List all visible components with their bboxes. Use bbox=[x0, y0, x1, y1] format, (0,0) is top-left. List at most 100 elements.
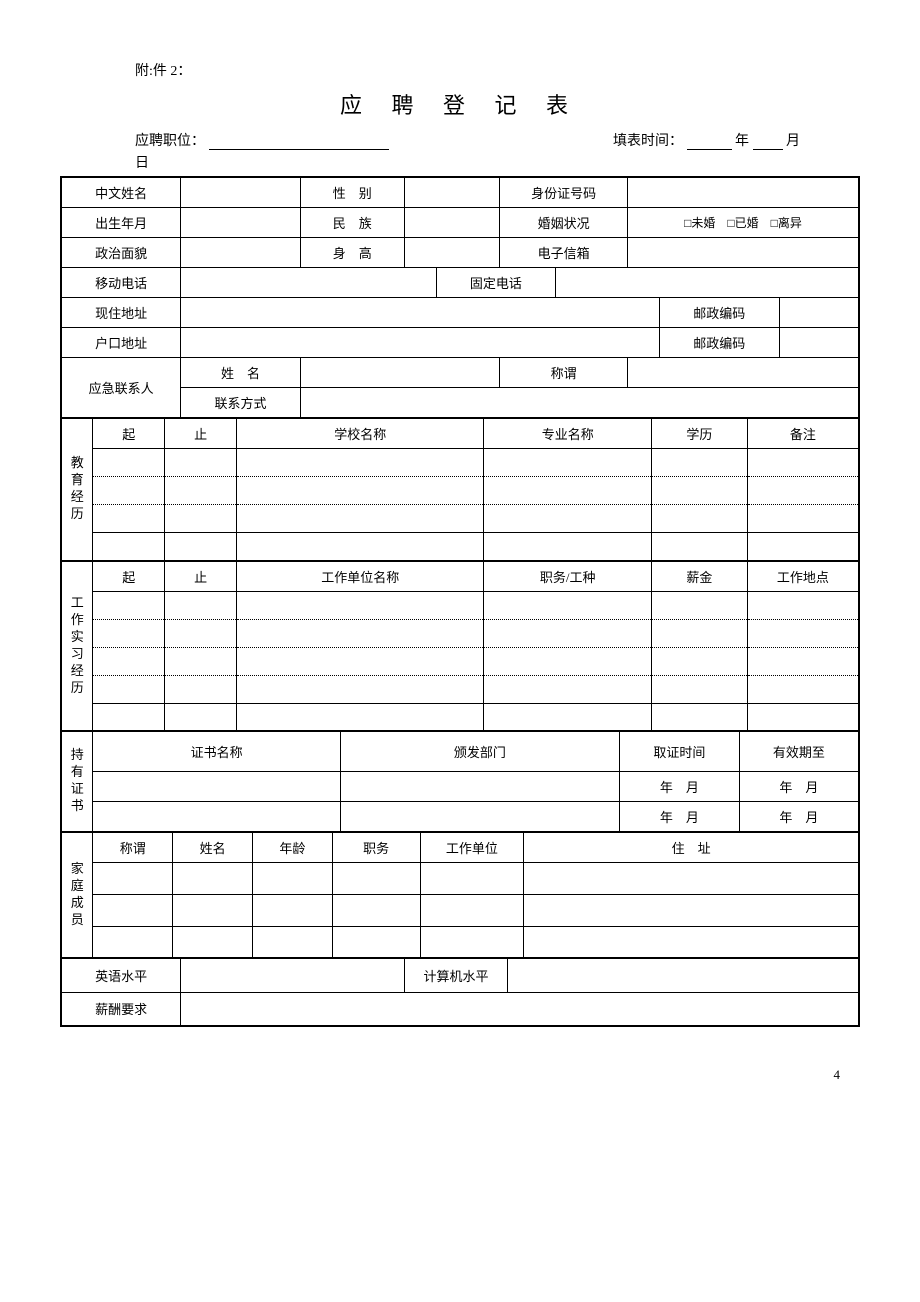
fam-employer: 工作单位 bbox=[420, 832, 524, 863]
form-title: 应 聘 登 记 表 bbox=[60, 88, 860, 120]
edu-remark: 备注 bbox=[747, 418, 859, 449]
cert-section: 持有证书 bbox=[61, 731, 93, 832]
input-fixed-phone[interactable] bbox=[556, 268, 859, 298]
cert-name: 证书名称 bbox=[93, 731, 340, 771]
work-row[interactable] bbox=[93, 647, 165, 675]
work-row[interactable] bbox=[93, 619, 165, 647]
label-em-contact: 联系方式 bbox=[181, 388, 301, 419]
label-ethnicity: 民 族 bbox=[300, 208, 404, 238]
page-number: 4 bbox=[60, 1067, 840, 1083]
input-email[interactable] bbox=[628, 238, 860, 268]
label-emergency: 应急联系人 bbox=[61, 358, 181, 419]
input-salary-req[interactable] bbox=[181, 992, 859, 1026]
edu-section: 教育经历 bbox=[61, 418, 93, 561]
cert-ym: 年 月 bbox=[620, 801, 740, 832]
input-postal2[interactable] bbox=[779, 328, 859, 358]
label-em-title: 称谓 bbox=[500, 358, 628, 388]
basic-info-table: 中文姓名 性 别 身份证号码 出生年月 民 族 婚姻状况 □未婚 □已婚 □离异… bbox=[60, 176, 860, 419]
cert-obtain: 取证时间 bbox=[620, 731, 740, 771]
edu-major: 专业名称 bbox=[484, 418, 652, 449]
work-position: 职务/工种 bbox=[484, 561, 652, 592]
input-em-contact[interactable] bbox=[300, 388, 859, 419]
label-height: 身 高 bbox=[300, 238, 404, 268]
label-id: 身份证号码 bbox=[500, 177, 628, 208]
work-row[interactable] bbox=[93, 675, 165, 703]
fam-row[interactable] bbox=[93, 862, 173, 894]
label-marital: 婚姻状况 bbox=[500, 208, 628, 238]
cert-valid: 有效期至 bbox=[739, 731, 859, 771]
input-current-addr[interactable] bbox=[181, 298, 660, 328]
cert-table: 持有证书 证书名称 颁发部门 取证时间 有效期至 年 月 年 月 年 月 年 月 bbox=[60, 730, 860, 833]
cert-ym: 年 月 bbox=[739, 801, 859, 832]
label-email: 电子信箱 bbox=[500, 238, 628, 268]
edu-degree: 学历 bbox=[651, 418, 747, 449]
work-row[interactable] bbox=[93, 703, 165, 731]
marital-options[interactable]: □未婚 □已婚 □离异 bbox=[628, 208, 860, 238]
year-input[interactable] bbox=[687, 134, 732, 150]
input-english[interactable] bbox=[181, 958, 404, 992]
family-table: 家庭成员 称谓 姓名 年龄 职务 工作单位 住 址 bbox=[60, 831, 860, 960]
fam-name: 姓名 bbox=[173, 832, 253, 863]
input-height[interactable] bbox=[404, 238, 500, 268]
edu-row[interactable] bbox=[93, 505, 165, 533]
meta-row: 应聘职位： 填表时间： 年 月 bbox=[135, 130, 860, 150]
label-birth: 出生年月 bbox=[61, 208, 181, 238]
label-current-addr: 现住地址 bbox=[61, 298, 181, 328]
cert-ym: 年 月 bbox=[620, 771, 740, 801]
label-em-name: 姓 名 bbox=[181, 358, 301, 388]
label-name-cn: 中文姓名 bbox=[61, 177, 181, 208]
work-end: 止 bbox=[165, 561, 237, 592]
input-mobile[interactable] bbox=[181, 268, 436, 298]
input-em-name[interactable] bbox=[300, 358, 499, 388]
fam-row[interactable] bbox=[93, 894, 173, 926]
edu-start: 起 bbox=[93, 418, 165, 449]
edu-row[interactable] bbox=[93, 533, 165, 561]
position-input[interactable] bbox=[209, 134, 389, 150]
year-label: 年 bbox=[735, 134, 749, 149]
edu-end: 止 bbox=[165, 418, 237, 449]
work-employer: 工作单位名称 bbox=[237, 561, 484, 592]
label-postal2: 邮政编码 bbox=[659, 328, 779, 358]
label-computer: 计算机水平 bbox=[404, 958, 508, 992]
attachment-label: 附:件 2： bbox=[135, 60, 860, 80]
input-postal1[interactable] bbox=[779, 298, 859, 328]
input-gender[interactable] bbox=[404, 177, 500, 208]
fill-time-label: 填表时间： bbox=[613, 134, 683, 149]
work-table: 工作实习经历 起 止 工作单位名称 职务/工种 薪金 工作地点 bbox=[60, 560, 860, 733]
cert-issuer: 颁发部门 bbox=[340, 731, 619, 771]
input-em-title[interactable] bbox=[628, 358, 860, 388]
work-section: 工作实习经历 bbox=[61, 561, 93, 732]
month-label: 月 bbox=[786, 134, 800, 149]
work-location: 工作地点 bbox=[747, 561, 859, 592]
fam-age: 年龄 bbox=[253, 832, 333, 863]
education-table: 教育经历 起 止 学校名称 专业名称 学历 备注 bbox=[60, 417, 860, 562]
label-mobile: 移动电话 bbox=[61, 268, 181, 298]
work-row[interactable] bbox=[93, 591, 165, 619]
input-ethnicity[interactable] bbox=[404, 208, 500, 238]
position-label: 应聘职位： bbox=[135, 134, 205, 149]
cert-row[interactable] bbox=[93, 801, 340, 832]
fam-address: 住 址 bbox=[524, 832, 859, 863]
cert-ym: 年 月 bbox=[739, 771, 859, 801]
input-birth[interactable] bbox=[181, 208, 301, 238]
label-salary-req: 薪酬要求 bbox=[61, 992, 181, 1026]
edu-row[interactable] bbox=[93, 477, 165, 505]
cert-row[interactable] bbox=[93, 771, 340, 801]
label-hukou: 户口地址 bbox=[61, 328, 181, 358]
work-salary: 薪金 bbox=[651, 561, 747, 592]
label-postal1: 邮政编码 bbox=[659, 298, 779, 328]
input-id[interactable] bbox=[628, 177, 860, 208]
input-political[interactable] bbox=[181, 238, 301, 268]
skills-table: 英语水平 计算机水平 薪酬要求 bbox=[60, 957, 860, 1027]
label-english: 英语水平 bbox=[61, 958, 181, 992]
day-label: 日 bbox=[135, 152, 860, 172]
month-input[interactable] bbox=[753, 134, 783, 150]
edu-row[interactable] bbox=[93, 449, 165, 477]
label-political: 政治面貌 bbox=[61, 238, 181, 268]
label-gender: 性 别 bbox=[300, 177, 404, 208]
input-computer[interactable] bbox=[508, 958, 859, 992]
fam-position: 职务 bbox=[332, 832, 420, 863]
input-name-cn[interactable] bbox=[181, 177, 301, 208]
fam-row[interactable] bbox=[93, 926, 173, 958]
input-hukou[interactable] bbox=[181, 328, 660, 358]
